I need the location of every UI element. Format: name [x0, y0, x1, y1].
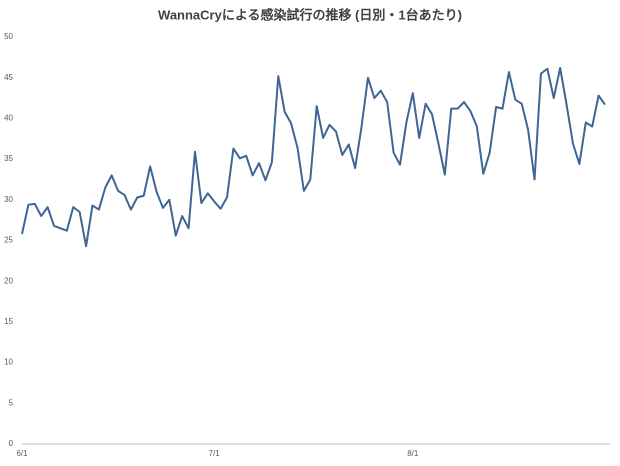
y-tick-label: 25 [4, 236, 13, 245]
x-tick-label: 7/1 [209, 449, 221, 458]
y-tick-label: 5 [9, 398, 14, 407]
y-tick-label: 30 [4, 195, 13, 204]
data-line [21, 66, 606, 248]
x-tick-label: 6/1 [16, 449, 28, 458]
y-tick-label: 15 [4, 317, 13, 326]
y-tick-label: 10 [4, 358, 13, 367]
y-tick-label: 45 [4, 73, 13, 82]
y-tick-label: 35 [4, 154, 13, 163]
chart-title: WannaCryによる感染試行の推移 (日別・1台あたり) [158, 7, 462, 22]
x-tick-label: 8/1 [407, 449, 419, 458]
y-tick-label: 50 [4, 32, 13, 41]
y-tick-label: 40 [4, 114, 13, 123]
y-tick-label: 0 [9, 439, 14, 448]
y-tick-label: 20 [4, 276, 13, 285]
